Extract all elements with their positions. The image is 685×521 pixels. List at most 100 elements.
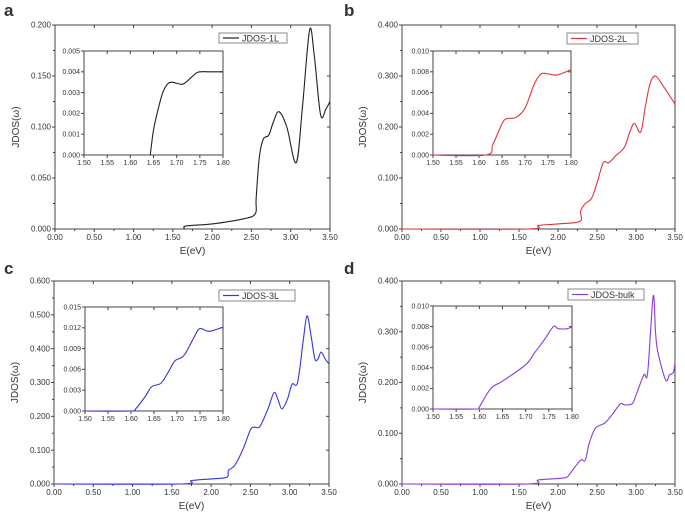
inset-ytick-label: 0.004 bbox=[411, 111, 429, 118]
legend-box bbox=[566, 32, 639, 45]
main-xtick-label: 3.50 bbox=[667, 233, 683, 242]
main-xtick-label: 3.00 bbox=[628, 488, 644, 497]
inset-xtick-label: 1.50 bbox=[426, 160, 440, 167]
inset-ytick-label: 0.002 bbox=[411, 386, 429, 393]
inset-ytick-label: 0.000 bbox=[62, 152, 80, 159]
inset-ytick-label: 0.000 bbox=[411, 406, 429, 413]
series-line bbox=[183, 27, 331, 230]
main-xtick-label: 3.00 bbox=[628, 233, 644, 242]
main-ytick-label: 0.000 bbox=[31, 225, 52, 234]
y-axis-label: JDOS(ω) bbox=[358, 106, 369, 147]
inset-xtick-label: 1.70 bbox=[518, 160, 532, 167]
main-xtick-label: 2.50 bbox=[589, 488, 605, 497]
inset-xtick-label: 1.80 bbox=[564, 160, 578, 167]
panel-label: d bbox=[344, 259, 354, 278]
inset-series-line bbox=[432, 69, 572, 157]
main-ytick-label: 0.100 bbox=[30, 446, 51, 455]
main-ytick-label: 0.300 bbox=[378, 327, 399, 336]
main-xtick-label: 0.50 bbox=[433, 233, 449, 242]
inset-ytick-label: 0.009 bbox=[63, 346, 81, 353]
inset-ytick-label: 0.010 bbox=[411, 303, 429, 310]
main-ytick-label: 0.100 bbox=[378, 429, 399, 438]
main-ytick-label: 0.200 bbox=[30, 412, 51, 421]
inset-xtick-label: 1.55 bbox=[101, 416, 115, 423]
main-xtick-label: 0.50 bbox=[85, 488, 101, 497]
inset-xtick-label: 1.70 bbox=[170, 416, 184, 423]
inset-xtick-label: 1.65 bbox=[495, 160, 509, 167]
inset-frame bbox=[432, 305, 573, 410]
inset-xtick-label: 1.60 bbox=[124, 160, 138, 167]
legend: JDOS-1L bbox=[218, 32, 288, 44]
main-ytick-label: 0.150 bbox=[31, 72, 52, 81]
inset-xtick-label: 1.60 bbox=[473, 414, 487, 421]
y-axis-label: JDOS(ω) bbox=[10, 362, 21, 403]
main-xtick-label: 2.00 bbox=[550, 233, 566, 242]
main-xtick-label: 3.50 bbox=[321, 488, 337, 497]
main-xtick-label: 3.00 bbox=[282, 488, 298, 497]
main-ytick-label: 0.400 bbox=[378, 277, 399, 286]
inset-xtick-label: 1.65 bbox=[147, 160, 161, 167]
inset-ytick-label: 0.000 bbox=[63, 408, 81, 415]
inset-series-line bbox=[84, 326, 224, 412]
main-xtick-label: 2.00 bbox=[204, 233, 220, 242]
main-ytick-label: 0.300 bbox=[30, 378, 51, 387]
panel-d: d 0.00 0.50 1.00 1.50 2.00 2.50 3.00 3.50 0.000 0.… bbox=[344, 259, 683, 512]
series-line bbox=[401, 294, 676, 485]
main-ytick-label: 0.400 bbox=[378, 21, 399, 30]
inset-ytick-label: 0.012 bbox=[63, 325, 81, 332]
inset-ytick-label: 0.003 bbox=[63, 388, 81, 395]
inset-series-line bbox=[432, 325, 573, 410]
inset-xtick-label: 1.55 bbox=[449, 414, 463, 421]
panel-label: a bbox=[4, 1, 14, 20]
inset-xtick-label: 1.50 bbox=[426, 414, 440, 421]
y-axis-label: JDOS(ω) bbox=[358, 362, 369, 403]
main-xtick-label: 0.50 bbox=[433, 488, 449, 497]
inset-xtick-label: 1.70 bbox=[519, 414, 533, 421]
legend-label: JDOS-3L bbox=[242, 291, 279, 301]
inset-xtick-label: 1.60 bbox=[472, 160, 486, 167]
main-ytick-label: 0.050 bbox=[31, 174, 52, 183]
inset-ytick-label: 0.000 bbox=[411, 152, 429, 159]
main-xtick-label: 2.00 bbox=[550, 488, 566, 497]
inset: 1.50 1.55 1.60 1.65 1.70 1.75 1.80 0.000 0.002 0.… bbox=[411, 303, 578, 421]
inset: 1.50 1.55 1.60 1.65 1.70 1.75 1.80 0.000 0.001 0.… bbox=[62, 48, 229, 167]
legend-box bbox=[567, 288, 645, 301]
inset-xtick-label: 1.70 bbox=[170, 160, 184, 167]
main-xtick-label: 0.50 bbox=[86, 233, 102, 242]
inset-ytick-label: 0.010 bbox=[411, 48, 429, 55]
inset-xtick-label: 1.65 bbox=[496, 414, 510, 421]
inset-xtick-label: 1.80 bbox=[216, 416, 230, 423]
legend-label: JDOS-1L bbox=[242, 34, 279, 44]
inset-xtick-label: 1.60 bbox=[124, 416, 138, 423]
inset-xtick-label: 1.75 bbox=[541, 160, 555, 167]
legend: JDOS-bulk bbox=[567, 288, 645, 301]
main-xtick-label: 3.50 bbox=[322, 233, 338, 242]
inset-ytick-label: 0.002 bbox=[411, 132, 429, 139]
main-xtick-label: 2.50 bbox=[589, 233, 605, 242]
inset-xtick-label: 1.55 bbox=[100, 160, 114, 167]
panel-a: a 0.00 0.50 1.00 1.50 2.00 2.50 3.00 3.50 0.000 0.… bbox=[4, 1, 338, 257]
inset-xtick-label: 1.50 bbox=[77, 160, 91, 167]
main-xtick-label: 2.50 bbox=[243, 488, 259, 497]
main-ytick-label: 0.000 bbox=[378, 225, 399, 234]
main-xtick-label: 2.50 bbox=[244, 233, 260, 242]
inset-xtick-label: 1.75 bbox=[193, 416, 207, 423]
x-axis-label: E(eV) bbox=[526, 246, 552, 257]
main-xtick-label: 1.50 bbox=[511, 233, 527, 242]
inset-xtick-label: 1.75 bbox=[542, 414, 556, 421]
inset-ytick-label: 0.006 bbox=[411, 90, 429, 97]
legend-box bbox=[218, 32, 288, 44]
main-xtick-label: 1.50 bbox=[511, 488, 527, 497]
main-ytick-label: 0.100 bbox=[378, 174, 399, 183]
legend-box bbox=[218, 289, 296, 302]
inset-xtick-label: 1.50 bbox=[78, 416, 92, 423]
inset-ytick-label: 0.004 bbox=[411, 365, 429, 372]
panel-c: c 0.00 0.50 1.00 1.50 2.00 2.50 3.00 3.50 0.000 0.… bbox=[4, 259, 337, 512]
main-xtick-label: 3.00 bbox=[283, 233, 299, 242]
legend-label: JDOS-bulk bbox=[591, 290, 635, 300]
main-xtick-label: 1.00 bbox=[472, 488, 488, 497]
main-ytick-label: 0.200 bbox=[378, 378, 399, 387]
x-axis-label: E(eV) bbox=[526, 501, 552, 512]
main-ytick-label: 0.000 bbox=[30, 480, 51, 489]
